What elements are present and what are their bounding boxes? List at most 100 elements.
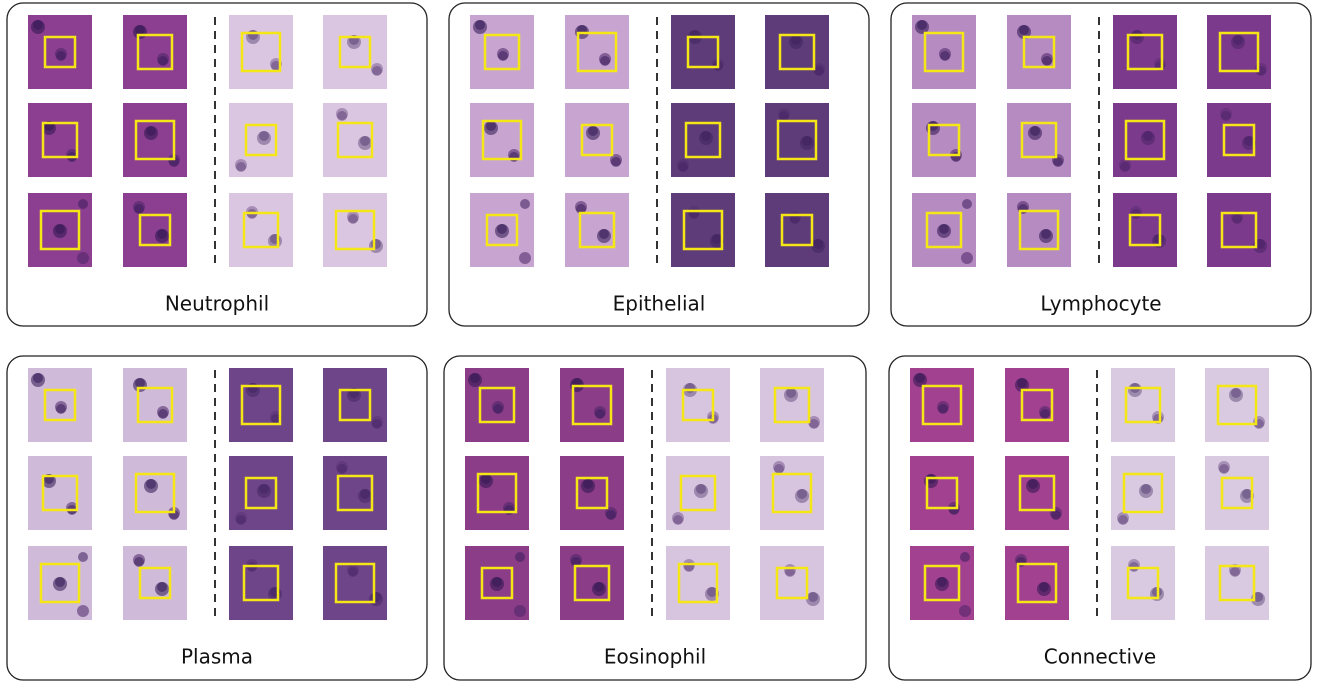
patch-background <box>1205 368 1269 442</box>
nucleus <box>348 214 358 224</box>
panel-label: Lymphocyte <box>1040 292 1161 316</box>
nucleus <box>77 252 89 264</box>
nucleus <box>595 409 605 419</box>
nucleus <box>611 157 621 167</box>
nucleus <box>490 577 504 591</box>
patch-background <box>229 546 293 620</box>
nucleus <box>133 25 147 39</box>
nucleus <box>606 510 616 520</box>
image-patch <box>1113 193 1177 267</box>
image-patch <box>1207 193 1271 267</box>
image-patch <box>1111 368 1175 442</box>
nucleus <box>484 121 498 135</box>
nucleus <box>1141 131 1155 145</box>
patch-background <box>229 193 293 267</box>
image-patch <box>765 103 829 177</box>
patch-background <box>123 546 187 620</box>
image-patch <box>323 103 387 177</box>
image-patch <box>671 193 735 267</box>
nucleus <box>673 515 683 525</box>
image-patch <box>765 193 829 267</box>
image-patch <box>666 368 730 442</box>
nucleus <box>962 199 972 209</box>
image-patch <box>1113 15 1177 89</box>
image-patch <box>1005 546 1069 620</box>
patch-background <box>1007 15 1071 89</box>
image-patch <box>123 103 187 177</box>
patch-background <box>1207 15 1271 89</box>
image-patch <box>229 15 293 89</box>
patch-background <box>28 456 92 530</box>
patch-background <box>323 368 387 442</box>
patch-background <box>123 15 187 89</box>
image-patch <box>1207 15 1271 89</box>
image-patch <box>666 546 730 620</box>
nucleus <box>592 582 606 596</box>
nucleus <box>1042 56 1052 66</box>
nucleus <box>1028 126 1042 140</box>
patch-background <box>323 193 387 267</box>
panel: Plasma <box>7 356 427 680</box>
patch-background <box>1005 368 1069 442</box>
patch-background <box>760 368 824 442</box>
image-patch <box>765 15 829 89</box>
nucleus <box>144 126 158 140</box>
nucleus <box>699 131 713 145</box>
nucleus <box>56 404 66 414</box>
image-patch <box>1005 368 1069 442</box>
image-patch <box>560 456 624 530</box>
nucleus <box>960 552 970 562</box>
image-patch <box>229 368 293 442</box>
patch-background <box>465 456 529 530</box>
image-patch <box>123 456 187 530</box>
image-patch <box>229 456 293 530</box>
image-patch <box>1113 103 1177 177</box>
patch-background <box>123 456 187 530</box>
image-patch <box>565 193 629 267</box>
nucleus <box>236 515 246 525</box>
patch-background <box>229 368 293 442</box>
image-patch <box>560 368 624 442</box>
image-patch <box>565 15 629 89</box>
patch-background <box>123 193 187 267</box>
patch-background <box>28 103 92 177</box>
image-patch <box>470 103 534 177</box>
nucleus <box>257 484 271 498</box>
image-patch <box>465 368 529 442</box>
image-patch <box>1205 368 1269 442</box>
panel: Eosinophil <box>444 356 866 680</box>
image-patch <box>470 15 534 89</box>
nucleus <box>1051 510 1061 520</box>
patch-background <box>671 15 735 89</box>
image-patch <box>760 368 824 442</box>
panel: Connective <box>889 356 1311 680</box>
patch-background <box>1113 193 1177 267</box>
nucleus <box>358 489 372 503</box>
nucleus <box>133 378 147 392</box>
nucleus <box>1037 582 1051 596</box>
image-patch <box>323 15 387 89</box>
patch-background <box>760 546 824 620</box>
image-patch <box>1007 15 1071 89</box>
nucleus <box>789 35 803 49</box>
image-patch <box>28 368 92 442</box>
patch-background <box>229 15 293 89</box>
nucleus <box>504 505 514 515</box>
patch-background <box>323 456 387 530</box>
nucleus <box>134 557 144 567</box>
nucleus <box>236 162 246 172</box>
nucleus <box>961 252 973 264</box>
nucleus <box>515 552 525 562</box>
image-patch <box>28 193 92 267</box>
nucleus <box>77 605 89 617</box>
patch-background <box>323 103 387 177</box>
nucleus <box>257 131 271 145</box>
patch-background <box>560 546 624 620</box>
nucleus <box>369 592 383 606</box>
panel-label: Epithelial <box>613 292 706 316</box>
nucleus <box>369 239 383 253</box>
patch-background <box>1207 193 1271 267</box>
nucleus <box>800 136 814 150</box>
image-patch <box>912 15 976 89</box>
nucleus <box>155 229 169 243</box>
